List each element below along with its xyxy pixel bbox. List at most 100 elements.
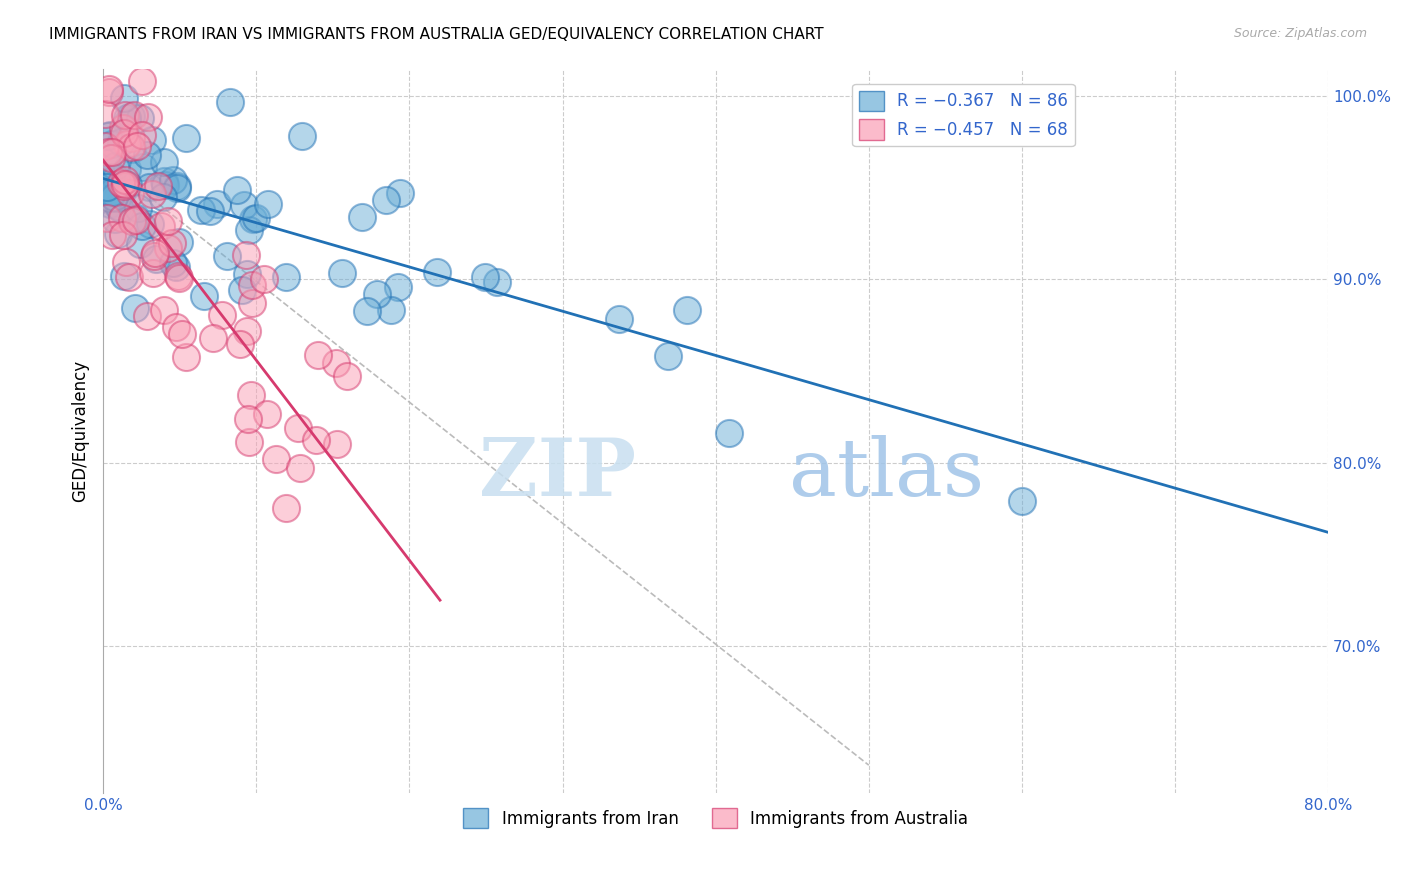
Point — [138, 180, 160, 194]
Point — [135, 148, 157, 162]
Y-axis label: GED/Equivalency: GED/Equivalency — [72, 359, 89, 501]
Point — [117, 178, 139, 193]
Point — [112, 126, 135, 140]
Point — [145, 246, 167, 260]
Point — [143, 249, 166, 263]
Point — [98, 191, 121, 205]
Point — [235, 248, 257, 262]
Point — [366, 286, 388, 301]
Point — [375, 194, 398, 208]
Point — [245, 211, 267, 225]
Point — [100, 227, 122, 242]
Point — [111, 211, 134, 226]
Point — [98, 197, 121, 211]
Point — [139, 217, 162, 231]
Point — [215, 249, 238, 263]
Point — [94, 107, 117, 121]
Point — [253, 272, 276, 286]
Point — [389, 186, 412, 201]
Point — [131, 219, 153, 234]
Point — [207, 196, 229, 211]
Point — [115, 116, 138, 130]
Point — [117, 136, 139, 151]
Point — [162, 256, 184, 270]
Point — [288, 461, 311, 475]
Point — [125, 211, 148, 225]
Point — [112, 179, 135, 194]
Point — [157, 241, 180, 255]
Point — [146, 178, 169, 193]
Point — [236, 412, 259, 426]
Point — [104, 212, 127, 227]
Point — [104, 171, 127, 186]
Point — [231, 283, 253, 297]
Point — [257, 197, 280, 211]
Point — [486, 275, 509, 289]
Point — [233, 198, 256, 212]
Point — [336, 369, 359, 384]
Legend: Immigrants from Iran, Immigrants from Australia: Immigrants from Iran, Immigrants from Au… — [457, 801, 974, 835]
Point — [145, 252, 167, 266]
Point — [242, 211, 264, 226]
Point — [166, 181, 188, 195]
Point — [228, 337, 250, 351]
Point — [124, 301, 146, 315]
Point — [153, 302, 176, 317]
Point — [149, 219, 172, 234]
Point — [97, 145, 120, 159]
Point — [155, 178, 177, 192]
Point — [330, 267, 353, 281]
Point — [160, 235, 183, 250]
Point — [100, 187, 122, 202]
Point — [110, 135, 132, 149]
Point — [108, 201, 131, 215]
Point — [96, 180, 118, 194]
Point — [165, 260, 187, 274]
Point — [107, 199, 129, 213]
Point — [127, 201, 149, 215]
Point — [387, 279, 409, 293]
Point — [114, 172, 136, 186]
Point — [115, 111, 138, 125]
Point — [198, 204, 221, 219]
Point — [114, 177, 136, 191]
Point — [101, 136, 124, 151]
Point — [166, 268, 188, 283]
Point — [136, 310, 159, 324]
Text: atlas: atlas — [789, 435, 984, 513]
Point — [100, 128, 122, 142]
Point — [264, 451, 287, 466]
Point — [122, 108, 145, 122]
Point — [166, 179, 188, 194]
Point — [112, 120, 135, 135]
Point — [165, 320, 187, 334]
Point — [307, 348, 329, 362]
Point — [131, 128, 153, 143]
Point — [141, 133, 163, 147]
Point — [291, 128, 314, 143]
Point — [96, 211, 118, 226]
Text: IMMIGRANTS FROM IRAN VS IMMIGRANTS FROM AUSTRALIA GED/EQUIVALENCY CORRELATION CH: IMMIGRANTS FROM IRAN VS IMMIGRANTS FROM … — [49, 27, 824, 42]
Point — [120, 139, 142, 153]
Point — [162, 173, 184, 187]
Point — [94, 138, 117, 153]
Point — [132, 160, 155, 174]
Point — [274, 501, 297, 516]
Point — [474, 269, 496, 284]
Point — [112, 268, 135, 283]
Text: Source: ZipAtlas.com: Source: ZipAtlas.com — [1233, 27, 1367, 40]
Point — [274, 269, 297, 284]
Point — [101, 185, 124, 199]
Point — [141, 186, 163, 201]
Point — [100, 169, 122, 184]
Point — [167, 270, 190, 285]
Point — [131, 74, 153, 88]
Point — [107, 227, 129, 241]
Point — [238, 222, 260, 236]
Point — [100, 177, 122, 191]
Point — [426, 265, 449, 279]
Point — [121, 143, 143, 157]
Point — [238, 435, 260, 450]
Point — [325, 437, 347, 451]
Point — [350, 211, 373, 225]
